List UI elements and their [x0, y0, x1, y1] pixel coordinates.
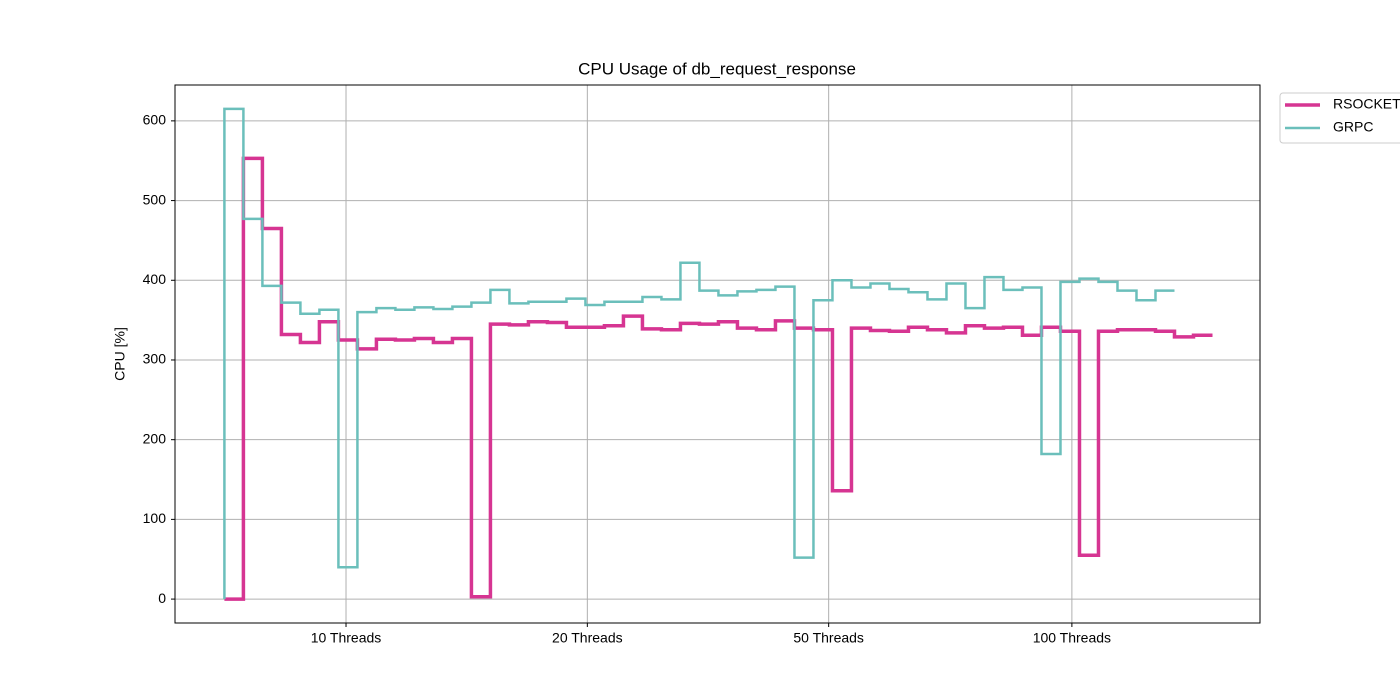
- x-tick-label: 10 Threads: [311, 630, 382, 646]
- legend-label: RSOCKET: [1333, 96, 1400, 112]
- y-tick-label: 200: [143, 430, 167, 446]
- y-tick-label: 0: [158, 590, 166, 606]
- chart-title: CPU Usage of db_request_response: [578, 59, 856, 78]
- series-line: [224, 156, 1213, 601]
- legend-label: GRPC: [1333, 119, 1373, 135]
- plot-frame: [174, 84, 1261, 624]
- series-line: [223, 107, 1175, 600]
- x-tick-label: 20 Threads: [552, 630, 623, 646]
- y-tick-label: 600: [143, 112, 167, 128]
- x-tick-label: 50 Threads: [793, 630, 864, 646]
- y-tick-label: 300: [143, 351, 167, 367]
- x-tick-label: 100 Threads: [1033, 630, 1111, 646]
- y-axis-label: CPU [%]: [112, 327, 128, 381]
- y-tick-label: 500: [143, 191, 167, 207]
- y-tick-label: 400: [143, 271, 167, 287]
- y-tick-label: 100: [143, 510, 167, 526]
